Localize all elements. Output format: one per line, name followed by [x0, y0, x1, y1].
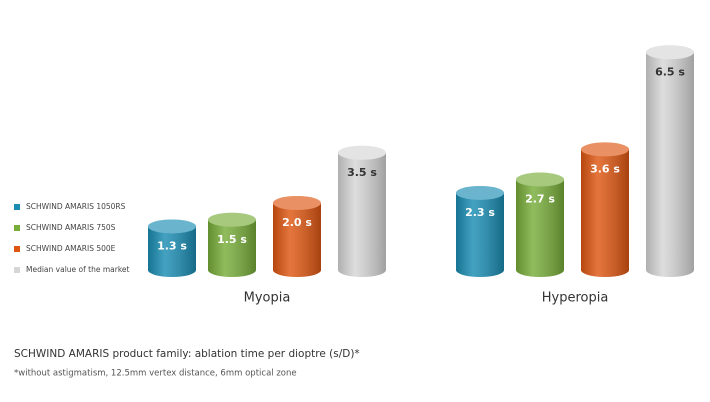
- cylinder-top: [148, 219, 196, 234]
- cylinder-top-shine: [148, 219, 196, 234]
- cylinder-top-shine: [208, 212, 256, 227]
- cylinder-top-shine: [581, 142, 629, 157]
- cylinder-top-shine: [516, 172, 564, 187]
- bar-shade: [273, 203, 321, 270]
- bar-shade: [646, 52, 694, 270]
- value-label: 2.7 s: [525, 193, 555, 206]
- legend-swatch: [14, 246, 20, 252]
- value-label: 2.3 s: [465, 206, 495, 219]
- legend-label: SCHWIND AMARIS 1050RS: [26, 202, 126, 211]
- cylinder-top-shine: [646, 45, 694, 60]
- footnote: *without astigmatism, 12.5mm vertex dist…: [14, 369, 297, 379]
- legend-label: SCHWIND AMARIS 750S: [26, 223, 116, 232]
- cylinder-top: [208, 212, 256, 227]
- value-label: 6.5 s: [655, 65, 685, 78]
- bar-shade: [208, 219, 256, 270]
- value-label: 3.5 s: [347, 166, 377, 179]
- bar-shade: [338, 152, 386, 270]
- cylinder-top: [581, 142, 629, 157]
- cylinder-top: [338, 145, 386, 160]
- category-label: Hyperopia: [542, 291, 609, 306]
- cylinder-top: [456, 185, 504, 200]
- legend-swatch: [14, 225, 20, 231]
- cylinder-top: [273, 196, 321, 210]
- cylinder-top-shine: [338, 145, 386, 160]
- chart-title: SCHWIND AMARIS product family: ablation …: [14, 348, 360, 360]
- bar-shade: [581, 149, 629, 270]
- legend-label: Median value of the market: [26, 265, 130, 274]
- cylinder-top-shine: [273, 196, 321, 210]
- legend-label: SCHWIND AMARIS 500E: [26, 244, 116, 253]
- bar-shade: [516, 179, 564, 270]
- cylinder-top-shine: [456, 185, 504, 200]
- cylinder-top: [516, 172, 564, 187]
- bar-shade: [148, 226, 196, 270]
- legend-swatch: [14, 204, 20, 210]
- cylinder-top: [646, 45, 694, 60]
- value-label: 2.0 s: [282, 216, 312, 229]
- value-label: 3.6 s: [590, 162, 620, 175]
- legend-swatch: [14, 267, 20, 273]
- value-label: 1.3 s: [157, 239, 187, 252]
- value-label: 1.5 s: [217, 233, 247, 246]
- category-label: Myopia: [244, 291, 291, 306]
- bar-shade: [456, 192, 504, 270]
